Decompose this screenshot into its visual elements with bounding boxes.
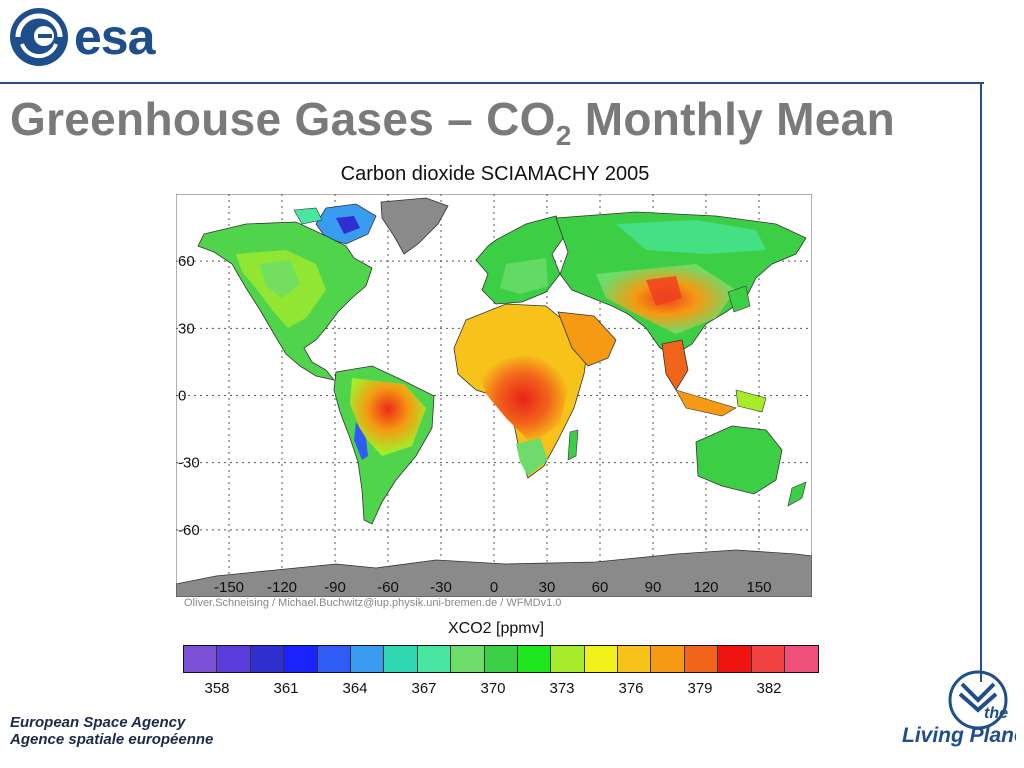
colorbar-cell — [417, 646, 452, 672]
colorbar-cell — [451, 646, 485, 672]
australia-landmass — [695, 425, 783, 495]
antarctica-landmass — [176, 549, 812, 597]
longitude-label: 0 — [490, 579, 498, 596]
agency-name-english: European Space Agency — [10, 714, 186, 731]
latitude-label: 60 — [178, 253, 195, 270]
map-credit: Oliver.Schneising / Michael.Buchwitz@iup… — [184, 597, 562, 609]
agency-name: European Space Agency Agence spatiale eu… — [10, 714, 213, 748]
longitude-label: 120 — [693, 579, 718, 596]
longitude-label: -120 — [267, 579, 297, 596]
colorbar-cell — [584, 646, 619, 672]
colorbar-tick-label: 364 — [342, 680, 368, 697]
colorbar-tick-label: 370 — [480, 680, 506, 697]
map-title: Carbon dioxide SCIAMACHY 2005 — [340, 163, 650, 185]
colorbar-cell — [651, 646, 685, 672]
colorbar-cell — [551, 646, 585, 672]
colorbar-cell — [250, 646, 285, 672]
colorbar — [183, 645, 820, 673]
arabian-peninsula — [557, 311, 617, 367]
latitude-label: -60 — [178, 522, 200, 539]
esa-emblem-icon — [10, 8, 68, 66]
longitude-label: 30 — [539, 579, 556, 596]
esa-logo: esa — [8, 6, 198, 70]
living-planet-logo: the Living Planet — [900, 670, 1024, 754]
living-planet-emblem-icon — [948, 670, 1008, 730]
co2-world-map: 60 30 0 -30 -60 -150 -120 -90 -60 -30 0 30 60 90 120 1… — [176, 194, 812, 597]
brand-living-planet: Living Planet — [902, 724, 1016, 747]
longitude-label: -30 — [430, 579, 452, 596]
colorbar-tick-label: 367 — [411, 680, 437, 697]
colorbar-label: XCO2 [ppmv] — [448, 620, 545, 637]
colorbar-tick-label: 382 — [756, 680, 782, 697]
colorbar-cell — [751, 646, 786, 672]
colorbar-tick-label: 358 — [204, 680, 230, 697]
latitude-label: -30 — [178, 455, 200, 472]
agency-name-french: Agence spatiale européenne — [10, 731, 214, 748]
colorbar-tick-label: 361 — [273, 680, 299, 697]
colorbar-cell — [350, 646, 385, 672]
longitude-label: 150 — [746, 579, 771, 596]
latitude-label: 30 — [178, 320, 195, 337]
colorbar-cell — [317, 646, 351, 672]
colorbar-cell — [684, 646, 719, 672]
southeast-asia — [661, 339, 689, 391]
esa-logo-text: esa — [74, 9, 155, 65]
colorbar-cell — [484, 646, 518, 672]
colorbar-tick-label: 373 — [549, 680, 575, 697]
colorbar-cell — [217, 646, 251, 672]
colorbar-cell — [517, 646, 552, 672]
longitude-label: -150 — [214, 579, 244, 596]
colorbar-cell — [618, 646, 652, 672]
greenland-landmass — [380, 197, 449, 255]
header-divider — [0, 82, 984, 84]
colorbar-cell — [284, 646, 318, 672]
side-divider — [980, 82, 982, 682]
longitude-label: 90 — [645, 579, 662, 596]
latitude-label: 0 — [178, 388, 186, 405]
longitude-label: -90 — [324, 579, 346, 596]
longitude-label: -60 — [377, 579, 399, 596]
brand-the: the — [984, 705, 1008, 722]
colorbar-cell — [718, 646, 752, 672]
colorbar-cell — [184, 646, 218, 672]
colorbar-cell — [384, 646, 418, 672]
colorbar-tick-label: 376 — [618, 680, 644, 697]
colorbar-ticks: 358 361 364 367 370 373 376 379 382 — [183, 680, 803, 700]
longitude-label: 60 — [592, 579, 609, 596]
colorbar-cell — [785, 646, 819, 672]
slide-title: Greenhouse Gases – CO2 Monthly Mean — [10, 93, 895, 152]
colorbar-tick-label: 379 — [687, 680, 713, 697]
